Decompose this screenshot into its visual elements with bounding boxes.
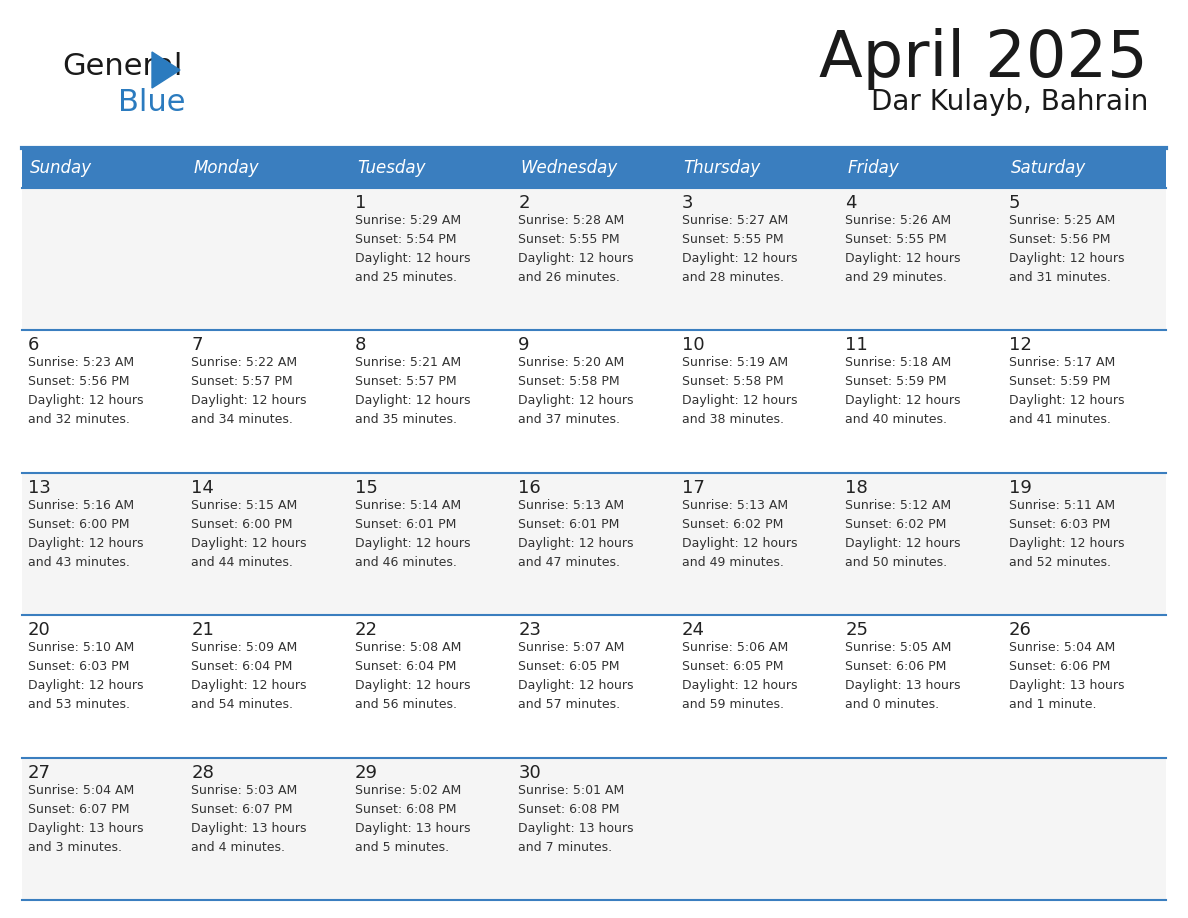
Text: Sunrise: 5:14 AM
Sunset: 6:01 PM
Daylight: 12 hours
and 46 minutes.: Sunrise: 5:14 AM Sunset: 6:01 PM Dayligh… [355, 498, 470, 569]
Text: Sunrise: 5:17 AM
Sunset: 5:59 PM
Daylight: 12 hours
and 41 minutes.: Sunrise: 5:17 AM Sunset: 5:59 PM Dayligh… [1009, 356, 1124, 426]
Text: Sunrise: 5:04 AM
Sunset: 6:06 PM
Daylight: 13 hours
and 1 minute.: Sunrise: 5:04 AM Sunset: 6:06 PM Dayligh… [1009, 641, 1124, 711]
Text: 14: 14 [191, 479, 214, 497]
Text: Saturday: Saturday [1011, 159, 1086, 177]
Text: 29: 29 [355, 764, 378, 781]
Bar [512, 148, 676, 188]
Text: General: General [62, 52, 183, 81]
Text: 15: 15 [355, 479, 378, 497]
Text: 19: 19 [1009, 479, 1031, 497]
Text: 11: 11 [845, 336, 868, 354]
Text: 5: 5 [1009, 194, 1020, 212]
Text: Sunrise: 5:22 AM
Sunset: 5:57 PM
Daylight: 12 hours
and 34 minutes.: Sunrise: 5:22 AM Sunset: 5:57 PM Dayligh… [191, 356, 307, 426]
Text: Sunrise: 5:11 AM
Sunset: 6:03 PM
Daylight: 12 hours
and 52 minutes.: Sunrise: 5:11 AM Sunset: 6:03 PM Dayligh… [1009, 498, 1124, 569]
Text: 4: 4 [845, 194, 857, 212]
Text: Sunrise: 5:23 AM
Sunset: 5:56 PM
Daylight: 12 hours
and 32 minutes.: Sunrise: 5:23 AM Sunset: 5:56 PM Dayligh… [29, 356, 144, 426]
Text: 16: 16 [518, 479, 541, 497]
Text: Sunrise: 5:10 AM
Sunset: 6:03 PM
Daylight: 12 hours
and 53 minutes.: Sunrise: 5:10 AM Sunset: 6:03 PM Dayligh… [29, 641, 144, 711]
Bar [839, 148, 1003, 188]
Text: Sunrise: 5:20 AM
Sunset: 5:58 PM
Daylight: 12 hours
and 37 minutes.: Sunrise: 5:20 AM Sunset: 5:58 PM Dayligh… [518, 356, 633, 426]
Text: Sunrise: 5:21 AM
Sunset: 5:57 PM
Daylight: 12 hours
and 35 minutes.: Sunrise: 5:21 AM Sunset: 5:57 PM Dayligh… [355, 356, 470, 426]
Text: Sunday: Sunday [30, 159, 93, 177]
Text: Sunrise: 5:02 AM
Sunset: 6:08 PM
Daylight: 13 hours
and 5 minutes.: Sunrise: 5:02 AM Sunset: 6:08 PM Dayligh… [355, 784, 470, 854]
Text: Sunrise: 5:09 AM
Sunset: 6:04 PM
Daylight: 12 hours
and 54 minutes.: Sunrise: 5:09 AM Sunset: 6:04 PM Dayligh… [191, 641, 307, 711]
Text: Sunrise: 5:03 AM
Sunset: 6:07 PM
Daylight: 13 hours
and 4 minutes.: Sunrise: 5:03 AM Sunset: 6:07 PM Dayligh… [191, 784, 307, 854]
Polygon shape [152, 52, 181, 88]
Text: 28: 28 [191, 764, 214, 781]
Bar [1003, 148, 1165, 188]
Bar [23, 473, 1165, 615]
Text: 12: 12 [1009, 336, 1031, 354]
Bar [23, 148, 185, 188]
Text: Sunrise: 5:13 AM
Sunset: 6:02 PM
Daylight: 12 hours
and 49 minutes.: Sunrise: 5:13 AM Sunset: 6:02 PM Dayligh… [682, 498, 797, 569]
Text: April 2025: April 2025 [820, 28, 1148, 90]
Text: 6: 6 [29, 336, 39, 354]
Text: 2: 2 [518, 194, 530, 212]
Text: Sunrise: 5:04 AM
Sunset: 6:07 PM
Daylight: 13 hours
and 3 minutes.: Sunrise: 5:04 AM Sunset: 6:07 PM Dayligh… [29, 784, 144, 854]
Text: Blue: Blue [118, 88, 185, 117]
Text: 27: 27 [29, 764, 51, 781]
Text: 1: 1 [355, 194, 366, 212]
Text: Sunrise: 5:06 AM
Sunset: 6:05 PM
Daylight: 12 hours
and 59 minutes.: Sunrise: 5:06 AM Sunset: 6:05 PM Dayligh… [682, 641, 797, 711]
Text: 25: 25 [845, 621, 868, 639]
Text: 3: 3 [682, 194, 694, 212]
Text: Sunrise: 5:13 AM
Sunset: 6:01 PM
Daylight: 12 hours
and 47 minutes.: Sunrise: 5:13 AM Sunset: 6:01 PM Dayligh… [518, 498, 633, 569]
Text: 13: 13 [29, 479, 51, 497]
Text: 22: 22 [355, 621, 378, 639]
Text: Sunrise: 5:05 AM
Sunset: 6:06 PM
Daylight: 13 hours
and 0 minutes.: Sunrise: 5:05 AM Sunset: 6:06 PM Dayligh… [845, 641, 961, 711]
Text: Friday: Friday [847, 159, 899, 177]
Text: Sunrise: 5:19 AM
Sunset: 5:58 PM
Daylight: 12 hours
and 38 minutes.: Sunrise: 5:19 AM Sunset: 5:58 PM Dayligh… [682, 356, 797, 426]
Text: 9: 9 [518, 336, 530, 354]
Text: Thursday: Thursday [684, 159, 762, 177]
Text: Sunrise: 5:07 AM
Sunset: 6:05 PM
Daylight: 12 hours
and 57 minutes.: Sunrise: 5:07 AM Sunset: 6:05 PM Dayligh… [518, 641, 633, 711]
Text: Sunrise: 5:28 AM
Sunset: 5:55 PM
Daylight: 12 hours
and 26 minutes.: Sunrise: 5:28 AM Sunset: 5:55 PM Dayligh… [518, 214, 633, 284]
Text: Tuesday: Tuesday [356, 159, 425, 177]
Text: Sunrise: 5:16 AM
Sunset: 6:00 PM
Daylight: 12 hours
and 43 minutes.: Sunrise: 5:16 AM Sunset: 6:00 PM Dayligh… [29, 498, 144, 569]
Text: Sunrise: 5:25 AM
Sunset: 5:56 PM
Daylight: 12 hours
and 31 minutes.: Sunrise: 5:25 AM Sunset: 5:56 PM Dayligh… [1009, 214, 1124, 284]
Text: 30: 30 [518, 764, 541, 781]
Text: Sunrise: 5:12 AM
Sunset: 6:02 PM
Daylight: 12 hours
and 50 minutes.: Sunrise: 5:12 AM Sunset: 6:02 PM Dayligh… [845, 498, 961, 569]
Bar [23, 615, 1165, 757]
Text: Dar Kulayb, Bahrain: Dar Kulayb, Bahrain [871, 88, 1148, 116]
Text: Wednesday: Wednesday [520, 159, 618, 177]
Bar [185, 148, 349, 188]
Text: 23: 23 [518, 621, 542, 639]
Bar [676, 148, 839, 188]
Text: Sunrise: 5:08 AM
Sunset: 6:04 PM
Daylight: 12 hours
and 56 minutes.: Sunrise: 5:08 AM Sunset: 6:04 PM Dayligh… [355, 641, 470, 711]
Bar [23, 188, 1165, 330]
Text: 10: 10 [682, 336, 704, 354]
Text: Sunrise: 5:15 AM
Sunset: 6:00 PM
Daylight: 12 hours
and 44 minutes.: Sunrise: 5:15 AM Sunset: 6:00 PM Dayligh… [191, 498, 307, 569]
Text: 18: 18 [845, 479, 868, 497]
Text: 24: 24 [682, 621, 704, 639]
Text: 20: 20 [29, 621, 51, 639]
Text: Sunrise: 5:18 AM
Sunset: 5:59 PM
Daylight: 12 hours
and 40 minutes.: Sunrise: 5:18 AM Sunset: 5:59 PM Dayligh… [845, 356, 961, 426]
Text: Sunrise: 5:27 AM
Sunset: 5:55 PM
Daylight: 12 hours
and 28 minutes.: Sunrise: 5:27 AM Sunset: 5:55 PM Dayligh… [682, 214, 797, 284]
Text: Sunrise: 5:01 AM
Sunset: 6:08 PM
Daylight: 13 hours
and 7 minutes.: Sunrise: 5:01 AM Sunset: 6:08 PM Dayligh… [518, 784, 633, 854]
Bar [349, 148, 512, 188]
Text: Monday: Monday [194, 159, 259, 177]
Text: 17: 17 [682, 479, 704, 497]
Text: 21: 21 [191, 621, 214, 639]
Text: Sunrise: 5:29 AM
Sunset: 5:54 PM
Daylight: 12 hours
and 25 minutes.: Sunrise: 5:29 AM Sunset: 5:54 PM Dayligh… [355, 214, 470, 284]
Text: 7: 7 [191, 336, 203, 354]
Bar [23, 330, 1165, 473]
Text: 8: 8 [355, 336, 366, 354]
Text: 26: 26 [1009, 621, 1031, 639]
Text: Sunrise: 5:26 AM
Sunset: 5:55 PM
Daylight: 12 hours
and 29 minutes.: Sunrise: 5:26 AM Sunset: 5:55 PM Dayligh… [845, 214, 961, 284]
Bar [23, 757, 1165, 900]
